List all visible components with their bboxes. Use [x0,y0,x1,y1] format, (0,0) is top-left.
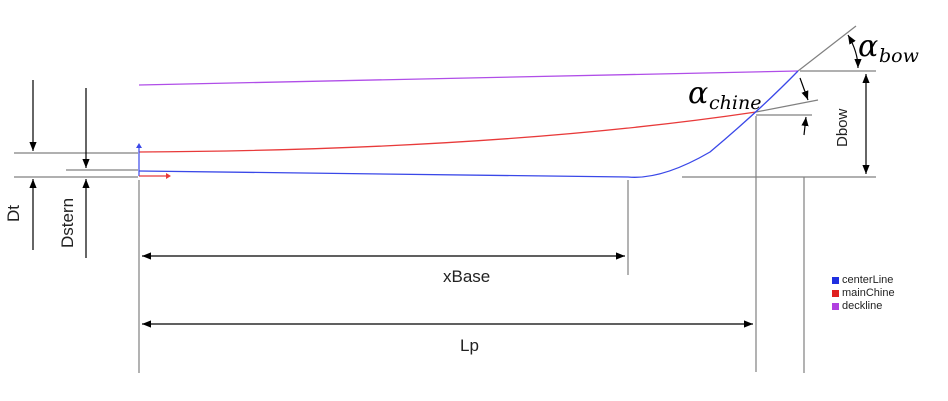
mainchine-curve [138,111,757,153]
legend-item-deckline: deckline [832,300,895,313]
bow-angle-ray [797,25,857,72]
alpha-bow-subscript: bow [879,45,919,67]
deckline-curve [138,70,799,86]
legend-item-centerline: centerLine [832,274,895,287]
centerline-curve [138,70,799,178]
hull-lines [138,70,799,178]
legend-label: centerLine [842,274,894,286]
legend-label: mainChine [842,287,895,299]
legend-item-mainchine: mainChine [832,287,895,300]
dimension-lines [29,34,870,328]
alpha-bow-arc [847,34,862,69]
legend: centerLine mainChine deckline [832,274,895,313]
dbow-label: Dbow [834,108,851,147]
alpha-chine-subscript: chine [709,92,761,114]
lp-label: Lp [460,336,479,355]
alpha-chine-symbol: α [688,76,708,111]
alpha-chine-arrow-top [799,77,809,101]
dt-label: Dt [4,205,23,222]
alpha-chine-arrow-bottom [801,116,809,136]
alpha-bow-symbol: α [858,29,878,64]
origin-axis-icon [136,143,171,179]
dstern-label: Dstern [58,198,77,248]
legend-label: deckline [842,300,883,312]
xbase-label: xBase [443,267,490,286]
chine-tangent-ray [755,99,819,113]
legend-swatch-mainchine [832,290,839,297]
reference-lines [14,25,876,373]
legend-swatch-centerline [832,277,839,284]
legend-swatch-deckline [832,303,839,310]
